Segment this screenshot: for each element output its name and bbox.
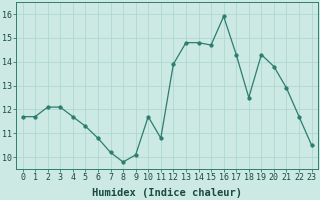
X-axis label: Humidex (Indice chaleur): Humidex (Indice chaleur) (92, 188, 242, 198)
